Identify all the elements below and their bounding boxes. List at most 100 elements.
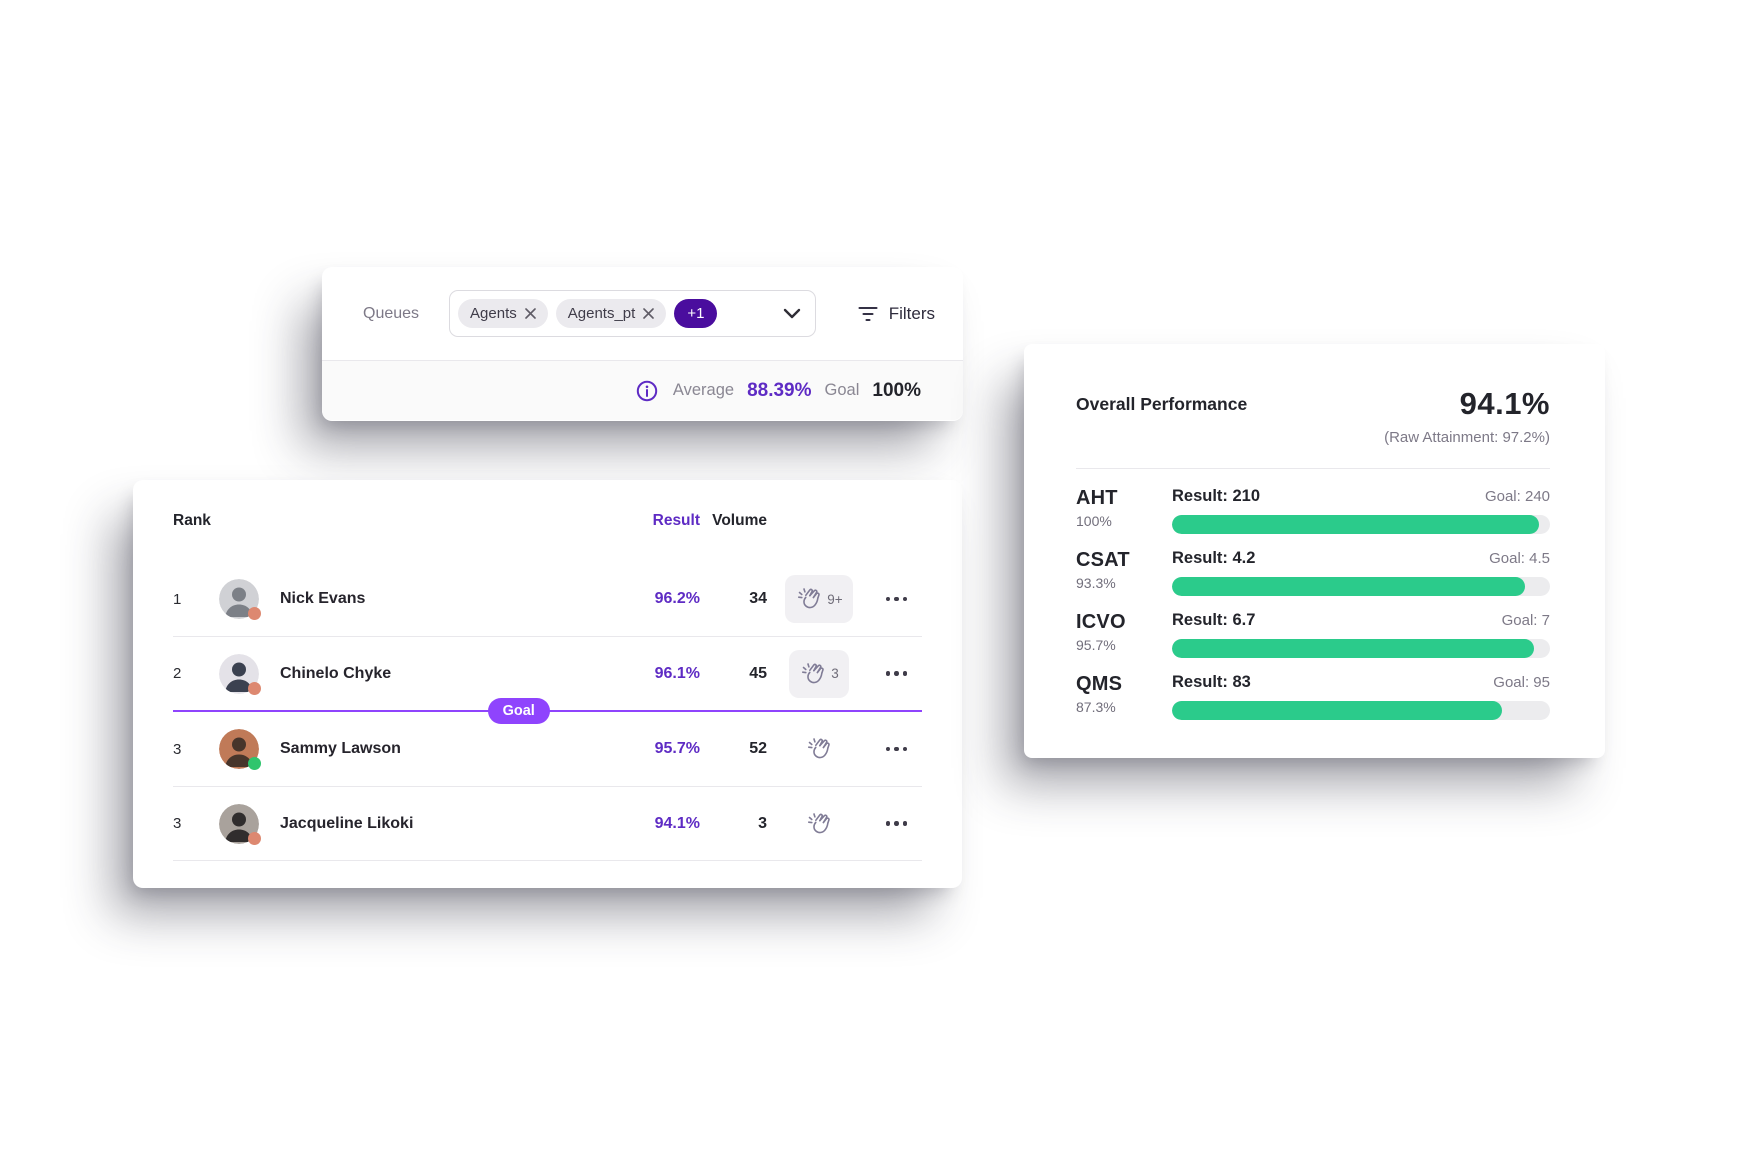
metric-goal: Goal: 4.5 — [1489, 550, 1550, 567]
average-value: 88.39% — [747, 379, 812, 401]
result-value: 96.1% — [654, 664, 700, 682]
result-value: 95.7% — [654, 740, 700, 757]
clap-button[interactable] — [805, 735, 833, 763]
column-header-result: Result — [652, 512, 700, 529]
leaderboard-card: Rank Result Volume 1 Nick Evans 96.2% 34 — [133, 480, 962, 888]
info-icon[interactable] — [636, 380, 658, 402]
clap-icon — [798, 588, 821, 609]
metric-name: AHT — [1076, 487, 1118, 509]
clap-button[interactable] — [805, 810, 833, 838]
row-menu-button[interactable] — [884, 665, 910, 682]
metric-result: Result: 4.2 — [1172, 549, 1256, 567]
table-row: 3 Sammy Lawson 95.7% 52 — [173, 712, 922, 786]
queue-chip-agents[interactable]: Agents — [458, 299, 548, 328]
metric-row-aht: AHT 100% Result: 210 Goal: 240 — [1076, 487, 1550, 545]
metric-name: ICVO — [1076, 611, 1126, 633]
chevron-down-icon[interactable] — [783, 308, 801, 319]
metric-row-csat: CSAT 93.3% Result: 4.2 Goal: 4.5 — [1076, 549, 1550, 607]
goal-threshold-line: Goal — [173, 698, 922, 724]
raw-attainment-label: (Raw Attainment: 97.2%) — [1384, 429, 1550, 446]
metric-name: QMS — [1076, 673, 1123, 695]
status-dot — [248, 607, 261, 620]
metric-percent: 87.3% — [1076, 699, 1116, 715]
table-bottom-divider — [173, 860, 922, 861]
average-summary-row: Average 88.39% Goal 100% — [322, 360, 963, 420]
avatar — [219, 729, 261, 770]
leaderboard-header: Rank Result Volume — [173, 480, 922, 562]
performance-title: Overall Performance — [1076, 394, 1248, 414]
agent-name: Sammy Lawson — [280, 740, 401, 757]
rank-value: 2 — [173, 665, 182, 682]
row-menu-button[interactable] — [884, 741, 910, 758]
avatar — [219, 579, 261, 620]
metric-result: Result: 83 — [1172, 673, 1251, 691]
queue-chip-agents-pt[interactable]: Agents_pt — [555, 299, 667, 328]
queues-row: Queues Agents Agents_pt +1 Filters — [322, 267, 963, 360]
metric-goal: Goal: 7 — [1501, 612, 1550, 629]
rank-value: 1 — [173, 590, 182, 608]
clap-count: 3 — [831, 666, 839, 681]
table-row: 2 Chinelo Chyke 96.1% 45 3 — [173, 636, 922, 710]
metric-goal: Goal: 95 — [1493, 674, 1550, 691]
clap-icon — [807, 812, 830, 833]
filters-button[interactable]: Filters — [858, 304, 935, 324]
metric-row-icvo: ICVO 95.7% Result: 6.7 Goal: 7 — [1076, 611, 1550, 669]
avatar — [219, 803, 261, 845]
clap-button[interactable]: 9+ — [785, 575, 853, 623]
queue-chip-label: Agents_pt — [567, 305, 636, 322]
metric-result: Result: 6.7 — [1172, 611, 1256, 629]
row-menu-button[interactable] — [884, 591, 910, 608]
agent-name: Jacqueline Likoki — [280, 814, 414, 832]
row-menu-button[interactable] — [884, 815, 910, 832]
goal-value: 100% — [872, 379, 921, 401]
average-label: Average — [672, 381, 735, 399]
table-row: 3 Jacqueline Likoki 94.1% 3 — [173, 786, 922, 860]
column-header-rank: Rank — [173, 512, 211, 529]
overall-performance-card: Overall Performance 94.1% (Raw Attainmen… — [1024, 344, 1605, 758]
progress-track — [1172, 577, 1550, 596]
performance-value: 94.1% — [1459, 386, 1550, 421]
goal-label: Goal — [824, 381, 860, 399]
queues-label: Queues — [363, 304, 420, 322]
avatar — [219, 653, 261, 695]
volume-value: 34 — [749, 590, 767, 607]
rank-value: 3 — [173, 815, 182, 832]
more-queues-badge[interactable]: +1 — [674, 299, 718, 328]
chip-close-icon[interactable] — [524, 308, 536, 319]
rank-value: 3 — [173, 740, 182, 758]
result-value: 94.1% — [654, 814, 700, 832]
table-row: 1 Nick Evans 96.2% 34 9+ — [173, 562, 922, 636]
progress-fill — [1172, 515, 1540, 534]
volume-value: 52 — [749, 740, 767, 757]
filter-icon — [858, 306, 878, 321]
clap-count: 9+ — [827, 591, 843, 607]
goal-threshold-badge: Goal — [487, 698, 550, 724]
status-dot — [248, 757, 261, 770]
metric-name: CSAT — [1076, 549, 1130, 571]
metric-percent: 93.3% — [1076, 575, 1116, 591]
status-dot — [248, 831, 261, 845]
clap-button[interactable]: 3 — [789, 649, 849, 698]
progress-track — [1172, 639, 1550, 658]
filter-card: Queues Agents Agents_pt +1 Filters — [322, 267, 963, 421]
agent-name: Nick Evans — [280, 590, 366, 607]
queue-chip-label: Agents — [470, 305, 517, 322]
volume-value: 3 — [758, 814, 767, 832]
metric-row-qms: QMS 87.3% Result: 83 Goal: 95 — [1076, 673, 1550, 731]
metric-percent: 95.7% — [1076, 637, 1116, 653]
column-header-volume: Volume — [712, 512, 767, 529]
clap-icon — [807, 738, 830, 759]
progress-fill — [1172, 639, 1534, 658]
metric-percent: 100% — [1076, 513, 1112, 529]
progress-fill — [1172, 701, 1502, 720]
filters-label: Filters — [888, 303, 935, 323]
metrics-list: AHT 100% Result: 210 Goal: 240 CSAT 93.3… — [1076, 487, 1550, 731]
agent-name: Chinelo Chyke — [280, 664, 392, 682]
chip-close-icon[interactable] — [643, 308, 655, 319]
performance-divider — [1076, 468, 1550, 469]
progress-fill — [1172, 577, 1525, 596]
result-value: 96.2% — [654, 590, 700, 607]
progress-track — [1172, 515, 1550, 534]
queues-select[interactable]: Agents Agents_pt +1 — [449, 290, 817, 337]
metric-goal: Goal: 240 — [1484, 488, 1550, 505]
